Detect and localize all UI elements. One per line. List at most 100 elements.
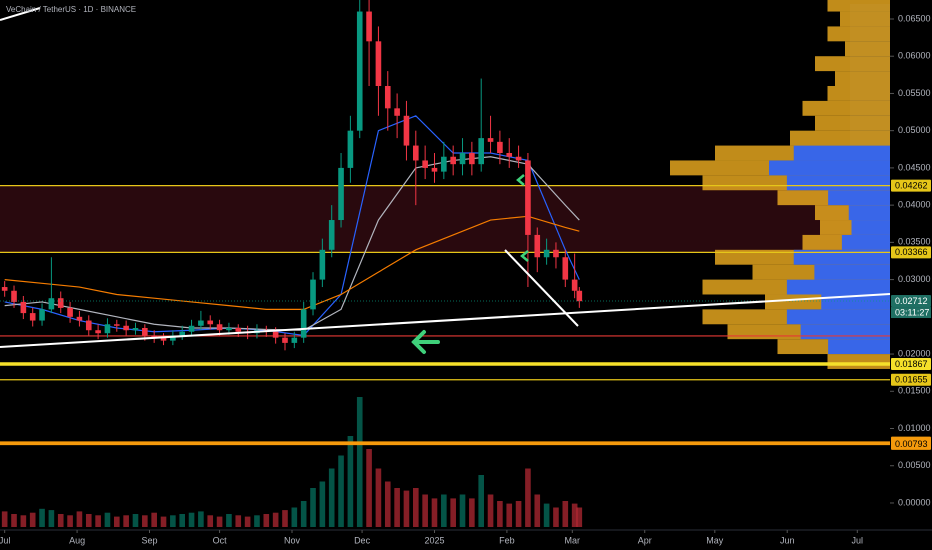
volume-bar xyxy=(20,515,27,527)
price-label: 0.00793 xyxy=(895,439,928,449)
candle-body xyxy=(562,257,569,280)
volume-bar xyxy=(356,397,363,527)
price-label: 0.01867 xyxy=(895,359,928,369)
candle-body xyxy=(328,220,335,250)
y-tick-label: 0.05500 xyxy=(898,88,931,98)
volume-bar xyxy=(487,494,494,527)
y-tick-label: 0.04500 xyxy=(898,162,931,172)
candle-body xyxy=(515,156,522,161)
volume-bar xyxy=(543,503,550,527)
profile-value-area xyxy=(814,264,890,280)
volume-bar xyxy=(188,512,195,527)
volume-bar xyxy=(553,507,559,527)
candle-body xyxy=(338,167,344,221)
candle-body xyxy=(11,290,17,302)
candle-body xyxy=(160,337,167,341)
profile-bar xyxy=(845,41,890,57)
profile-value-area xyxy=(848,205,890,221)
volume-bar xyxy=(57,514,64,527)
volume-bar xyxy=(29,512,36,527)
volume-bar xyxy=(39,508,45,527)
candle-body xyxy=(459,153,466,165)
volume-bar xyxy=(497,501,503,527)
candle-body xyxy=(76,316,83,321)
volume-bar xyxy=(142,515,148,527)
candle-body xyxy=(347,130,354,168)
price-label-bg xyxy=(891,179,931,192)
profile-bar xyxy=(840,11,890,27)
volume-bar xyxy=(328,468,335,527)
candle-body xyxy=(179,331,186,336)
x-tick-label: Apr xyxy=(638,535,652,545)
y-tick-label: 0.06000 xyxy=(898,51,931,61)
volume-bar xyxy=(123,515,129,527)
profile-bar xyxy=(815,115,890,131)
profile-bar xyxy=(835,71,890,87)
candle-body xyxy=(403,115,410,146)
candle-body xyxy=(422,160,428,168)
profile-value-area xyxy=(793,249,890,265)
candle-body xyxy=(151,335,157,338)
volume-bar xyxy=(525,468,531,527)
candle-body xyxy=(384,86,391,109)
candle-body xyxy=(543,249,550,258)
profile-value-area xyxy=(828,190,890,206)
volume-bar xyxy=(11,514,17,527)
volume-bar xyxy=(291,507,298,527)
volume-bar xyxy=(478,475,485,527)
candle-body xyxy=(207,320,214,325)
profile-bar xyxy=(827,0,890,12)
volume-bar xyxy=(459,494,466,527)
y-tick-label: 0.00500 xyxy=(898,460,931,470)
volume-bar xyxy=(95,515,101,527)
volume-bar xyxy=(441,494,447,527)
volume-bar xyxy=(170,515,176,527)
volume-bar xyxy=(534,494,541,527)
volume-bar xyxy=(151,512,157,527)
candle-body xyxy=(571,279,578,291)
candle-body xyxy=(534,234,541,258)
candle-body xyxy=(235,327,242,332)
x-tick-label: Nov xyxy=(284,535,301,545)
profile-bar xyxy=(802,100,890,116)
volume-bar xyxy=(422,494,428,527)
volume-bar xyxy=(506,503,513,527)
x-tick-label: May xyxy=(706,535,724,545)
candle-body xyxy=(39,309,45,321)
y-tick-label: 0.03000 xyxy=(898,274,931,284)
volume-bar xyxy=(338,455,344,527)
volume-bar xyxy=(450,498,456,527)
volume-bar xyxy=(469,498,475,527)
x-tick-label: 2025 xyxy=(424,535,444,545)
volume-bar xyxy=(1,511,8,527)
candle-body xyxy=(20,301,27,314)
candle-body xyxy=(310,279,316,310)
price-label: 0.02712 xyxy=(895,296,928,306)
x-tick-label: Aug xyxy=(69,535,85,545)
volume-bar xyxy=(216,516,223,527)
volume-bar xyxy=(571,503,578,527)
y-tick-label: 0.03500 xyxy=(898,237,931,247)
profile-bar xyxy=(827,26,890,42)
price-label: 0.01655 xyxy=(895,375,928,385)
candle-body xyxy=(366,11,372,42)
candle-body xyxy=(469,153,475,165)
candle-body xyxy=(431,167,438,172)
volume-bar xyxy=(431,498,438,527)
y-tick-label: 0.01000 xyxy=(898,423,931,433)
countdown: 03:11:27 xyxy=(895,307,929,317)
volume-bar xyxy=(160,516,167,527)
profile-value-area xyxy=(851,220,890,235)
volume-bar xyxy=(85,514,92,527)
volume-bar xyxy=(366,449,372,527)
candle-body xyxy=(319,249,326,280)
price-label: 0.04262 xyxy=(895,181,928,191)
candle-body xyxy=(29,313,36,321)
volume-bar xyxy=(104,512,111,527)
price-label-bg xyxy=(891,246,931,259)
x-tick-label: Jul xyxy=(852,535,864,545)
profile-value-area xyxy=(841,234,890,250)
candle-body xyxy=(104,324,111,334)
candle-body xyxy=(487,138,494,142)
volume-bar xyxy=(254,515,260,527)
